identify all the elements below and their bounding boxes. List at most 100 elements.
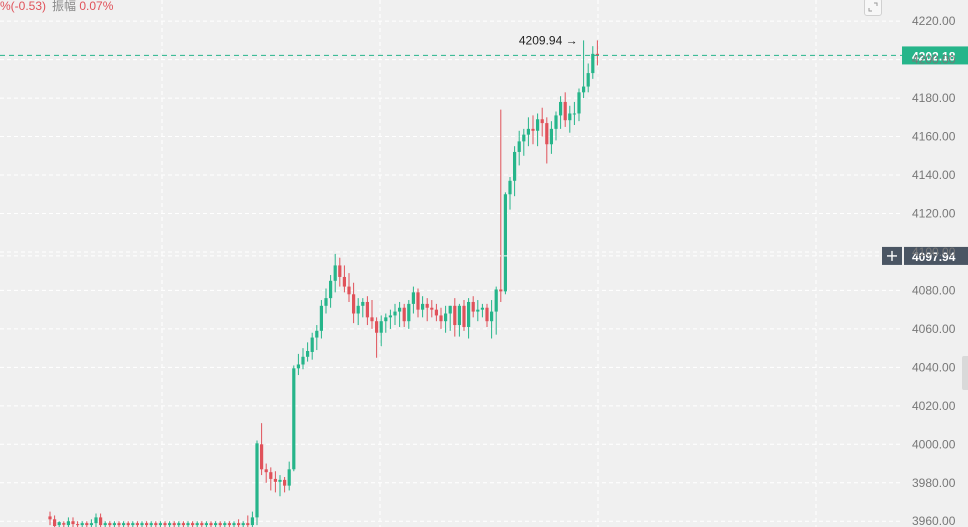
candle-body: [352, 294, 356, 314]
candle-body: [342, 276, 346, 287]
candle-body: [140, 523, 144, 526]
candle-body: [223, 523, 227, 526]
candle-body: [554, 115, 558, 129]
y-tick-label: 4140.00: [912, 168, 956, 182]
crosshair-price-tag: [904, 246, 968, 265]
candle-body: [154, 523, 158, 526]
candle-body: [66, 521, 70, 526]
y-tick-label: 4180.00: [912, 91, 956, 105]
candle-body: [80, 523, 84, 526]
candle-body: [191, 523, 195, 526]
candle-body: [227, 523, 231, 526]
candle-body: [209, 523, 213, 526]
candle-body: [522, 134, 526, 142]
y-tick-label: 4040.00: [912, 360, 956, 374]
candle-body: [549, 128, 553, 145]
candles: [48, 40, 599, 527]
y-tick-label: 4000.00: [912, 437, 956, 451]
candle-body: [471, 301, 475, 312]
candle-body: [296, 364, 300, 369]
crosshair-price-label: 4097.94: [912, 250, 956, 264]
candle-body: [232, 523, 236, 526]
y-tick-label: 4220.00: [912, 14, 956, 28]
candle-body: [186, 523, 190, 526]
candle-body: [310, 337, 314, 352]
side-collapse-tab[interactable]: [962, 356, 968, 390]
candle-body: [117, 523, 121, 526]
amplitude-label: 振幅: [52, 0, 77, 13]
candle-body: [411, 292, 415, 304]
candle-body: [269, 472, 273, 479]
candle-body: [241, 523, 245, 526]
candle-body: [149, 523, 153, 526]
candle-body: [71, 521, 75, 525]
y-tick-label: 4200.00: [912, 53, 956, 67]
candle-body: [301, 356, 305, 365]
candle-body: [237, 523, 241, 526]
candle-body: [467, 301, 471, 327]
candle-body: [462, 305, 466, 327]
candle-body: [559, 101, 563, 116]
candle-body: [453, 305, 457, 326]
candle-body: [563, 101, 567, 121]
candle-body: [195, 523, 199, 526]
candle-body: [57, 522, 61, 526]
candle-body: [85, 523, 89, 526]
candle-body: [370, 317, 374, 322]
candle-body: [457, 305, 461, 326]
candle-body: [365, 301, 369, 318]
y-tick-label: 4060.00: [912, 322, 956, 336]
candle-body: [384, 317, 388, 322]
candle-body: [112, 523, 116, 526]
candle-body: [108, 523, 112, 526]
candle-body: [99, 517, 103, 526]
candle-body: [250, 517, 254, 526]
candle-body: [499, 289, 503, 292]
price-axis: 3960.00 3980.00 4000.00 4020.00 4040.00 4060.…: [912, 14, 956, 527]
candle-body: [402, 307, 406, 322]
y-tick-label: 4020.00: [912, 399, 956, 413]
candle-body: [540, 119, 544, 124]
candle-body: [89, 523, 93, 526]
y-tick-label: 4120.00: [912, 206, 956, 220]
candle-body: [545, 123, 549, 145]
candle-body: [586, 73, 590, 87]
candle-body: [480, 307, 484, 310]
y-tick-label: 4100.00: [912, 245, 956, 259]
candle-body: [595, 53, 599, 56]
expand-button[interactable]: [864, 0, 882, 16]
candle-body: [333, 265, 337, 281]
candle-body: [338, 265, 342, 277]
candle-body: [517, 141, 521, 152]
candle-body: [536, 119, 540, 131]
candle-body: [526, 128, 530, 135]
candle-body: [407, 303, 411, 322]
candle-body: [448, 305, 452, 314]
candle-body: [490, 311, 494, 322]
candle-body: [361, 301, 365, 306]
candle-body: [62, 523, 66, 525]
candle-body: [135, 523, 139, 526]
candle-body: [255, 443, 259, 518]
candle-body: [131, 523, 135, 526]
candle-body: [485, 307, 489, 322]
candle-body: [347, 286, 351, 295]
grid: [0, 0, 902, 527]
candle-body: [278, 479, 282, 482]
candle-body: [94, 517, 98, 524]
expand-icon: [868, 2, 878, 12]
price-change-header: %(-0.53) 振幅 0.07%: [0, 0, 113, 14]
max-price-label: 4209.94 →: [519, 34, 578, 48]
y-tick-label: 4160.00: [912, 130, 956, 144]
candle-body: [572, 113, 576, 115]
candle-body: [48, 516, 52, 520]
candle-body: [356, 305, 360, 314]
candle-body: [181, 523, 185, 526]
candle-body: [264, 469, 268, 473]
candle-body: [306, 351, 310, 357]
candle-body: [430, 307, 434, 310]
candle-body: [145, 523, 149, 526]
candle-body: [177, 523, 181, 526]
candle-body: [582, 86, 586, 93]
